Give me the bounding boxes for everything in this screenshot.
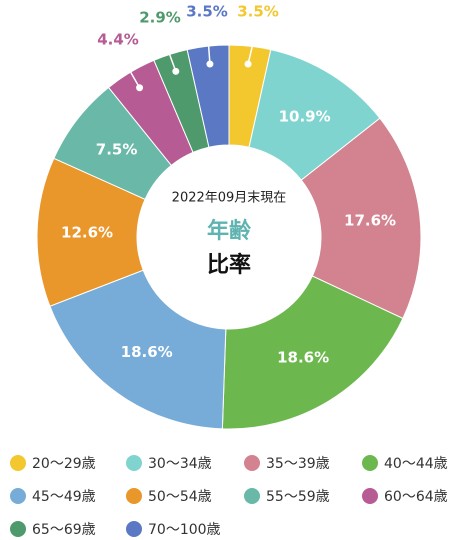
leader-dot	[206, 60, 214, 68]
legend-label: 65～69歳	[32, 522, 96, 538]
legend-label: 60～64歳	[384, 489, 448, 505]
legend-swatch	[10, 521, 26, 537]
legend-swatch	[126, 521, 142, 537]
legend-label: 55～59歳	[266, 489, 330, 505]
legend-swatch	[362, 488, 378, 504]
value-label: 3.5%	[237, 3, 279, 21]
legend-swatch	[244, 488, 260, 504]
legend-swatch	[126, 488, 142, 504]
leader-line	[117, 49, 141, 89]
legend-swatch	[126, 455, 142, 471]
slice	[186, 44, 230, 148]
slice	[49, 269, 227, 430]
value-label: 2.9%	[139, 9, 181, 27]
leader-line	[206, 21, 211, 65]
legend-label: 30～34歳	[148, 456, 212, 472]
legend-label: 70～100歳	[148, 522, 221, 538]
legend-swatch	[362, 455, 378, 471]
legend-label: 50～54歳	[148, 489, 212, 505]
chart-title: 年齢	[207, 218, 252, 244]
value-label: 10.9%	[279, 107, 331, 125]
value-label: 17.6%	[344, 211, 396, 229]
slice	[300, 117, 422, 320]
chart-subtitle: 2022年09月末現在	[172, 191, 287, 206]
slice	[221, 275, 404, 430]
value-label: 7.5%	[96, 141, 138, 159]
value-label: 18.6%	[277, 349, 329, 367]
legend-swatch	[244, 455, 260, 471]
legend-label: 35～39歳	[266, 456, 330, 472]
value-label: 12.6%	[61, 224, 113, 242]
value-label: 3.5%	[186, 3, 228, 21]
leader-dot	[244, 60, 252, 68]
legend-swatch	[10, 455, 26, 471]
legend-label: 45～49歳	[32, 489, 96, 505]
leader-line	[247, 21, 259, 65]
legend-label: 40～44歳	[384, 456, 448, 472]
value-label: 4.4%	[97, 31, 139, 49]
chart-title-2: 比率	[207, 252, 251, 278]
legend-label: 20～29歳	[32, 456, 96, 472]
value-label: 18.6%	[121, 343, 173, 361]
leader-dot	[172, 67, 180, 75]
legend-swatch	[10, 488, 26, 504]
leader-dot	[136, 84, 144, 92]
leader-line	[159, 27, 177, 72]
